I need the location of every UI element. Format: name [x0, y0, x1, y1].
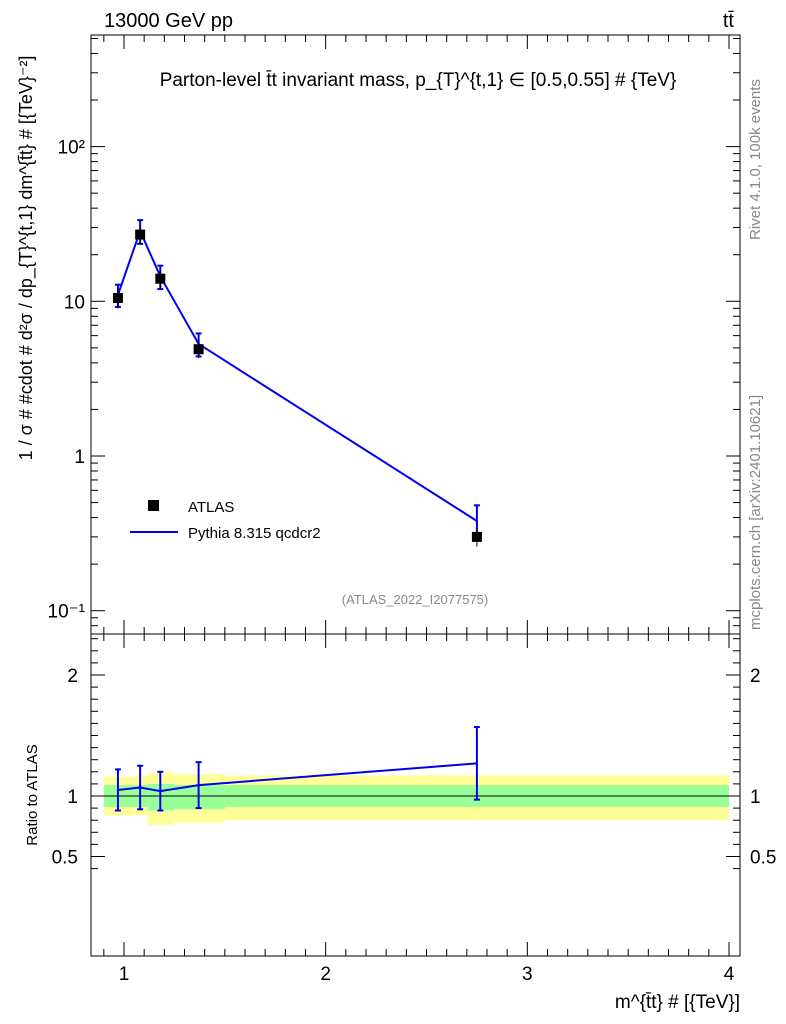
- main-ytick-label: 10²: [58, 138, 85, 159]
- atlas-data-point: [193, 344, 204, 355]
- main-plot-frame: [90, 34, 741, 635]
- ratio-axis-tick-labels: 0.5 0.5 1 1 2 2 1 2 3 4: [52, 666, 777, 985]
- ratio-axis-ticks: [91, 634, 740, 956]
- main-ylabel: 1 / σ # #cdot # d²σ / dp_{T}^{t,1} dm^{t…: [16, 56, 37, 461]
- main-title: Parton-level t̄t invariant mass, p_{T}^{…: [160, 70, 677, 91]
- ratio-ytick-label-left: 2: [67, 666, 78, 687]
- ratio-xtick-label: 4: [724, 964, 735, 985]
- atlas-data-point: [135, 229, 146, 240]
- main-axis-ticks: [91, 35, 740, 634]
- legend-label-pythia: Pythia 8.315 qcdcr2: [188, 525, 321, 542]
- source-label: mcplots.cern.ch [arXiv:2401.10621]: [747, 395, 764, 630]
- ratio-data-marks: [114, 726, 480, 812]
- ratio-ylabel: Ratio to ATLAS: [24, 744, 41, 845]
- pythia-series-line: [117, 228, 478, 522]
- process-label: tt̄: [723, 10, 735, 32]
- atlas-data-point: [471, 531, 482, 542]
- ratio-ytick-label-left: 0.5: [52, 848, 78, 869]
- legend-label-atlas: ATLAS: [188, 499, 234, 516]
- energy-label: 13000 GeV pp: [104, 10, 233, 32]
- ratio-green-band: [174, 785, 225, 810]
- main-axis-tick-labels: 10⁻¹ 1 10 10²: [48, 138, 86, 623]
- main-ytick-label: 10⁻¹: [48, 602, 86, 623]
- main-panel: 10⁻¹ 1 10 10² Parton-level t̄t invariant ma…: [16, 34, 741, 635]
- main-data-marks: [112, 219, 482, 547]
- ratio-panel: 0.5 0.5 1 1 2 2 1 2 3 4 Ratio to ATLAS m^{t̄t} # …: [24, 633, 777, 1013]
- ratio-ytick-label-right: 0.5: [750, 848, 776, 869]
- ratio-xtick-label: 2: [320, 964, 331, 985]
- ratio-ytick-label-right: 2: [750, 666, 761, 687]
- legend: ATLAS Pythia 8.315 qcdcr2: [130, 499, 321, 542]
- ratio-ytick-label-left: 1: [67, 787, 78, 808]
- ratio-series-line: [117, 762, 477, 793]
- ratio-xtick-label: 3: [522, 964, 533, 985]
- atlas-data-point: [112, 293, 123, 304]
- main-ytick-label: 10: [64, 292, 85, 313]
- legend-marker-atlas: [148, 500, 159, 511]
- atlas-data-point: [155, 273, 166, 284]
- ratio-green-band: [148, 783, 175, 811]
- main-ytick-label: 1: [74, 447, 85, 468]
- watermark: (ATLAS_2022_I2077575): [342, 592, 488, 607]
- ratio-plot-frame: [90, 633, 741, 957]
- ratio-uncertainty-bands: [103, 773, 730, 826]
- rivet-label: Rivet 4.1.0, 100k events: [747, 79, 764, 240]
- ratio-xtick-label: 1: [119, 964, 130, 985]
- ratio-xlabel: m^{t̄t} # [{TeV}]: [615, 992, 740, 1013]
- ratio-ytick-label-right: 1: [750, 787, 761, 808]
